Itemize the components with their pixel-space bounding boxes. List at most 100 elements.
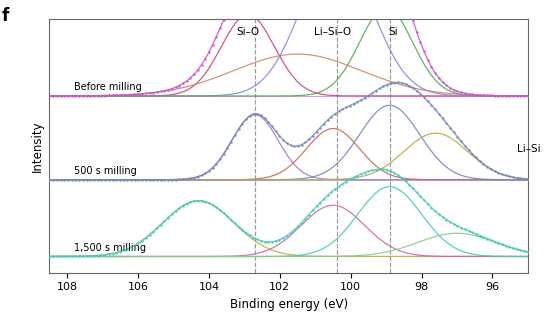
- Point: [220, 17, 228, 22]
- Point: [175, 206, 184, 211]
- Point: [100, 177, 109, 182]
- Point: [501, 93, 510, 98]
- Point: [490, 239, 499, 244]
- Point: [457, 225, 466, 230]
- Point: [186, 199, 195, 204]
- Point: [364, 93, 373, 98]
- Point: [512, 93, 521, 98]
- Point: [412, 29, 421, 34]
- Point: [323, 117, 332, 122]
- Point: [446, 125, 455, 130]
- Point: [234, 224, 243, 229]
- Point: [167, 212, 176, 217]
- Text: Li–Si–O: Li–Si–O: [315, 27, 351, 37]
- Point: [89, 177, 98, 182]
- Point: [301, 140, 310, 145]
- Point: [405, 182, 413, 187]
- Point: [115, 249, 124, 254]
- Point: [449, 221, 458, 226]
- Point: [408, 85, 417, 90]
- Point: [119, 177, 128, 182]
- Point: [524, 93, 533, 99]
- Point: [201, 171, 210, 176]
- Point: [178, 81, 187, 86]
- Point: [227, 1, 236, 6]
- Point: [334, 184, 343, 189]
- Point: [256, 113, 265, 118]
- Point: [334, 109, 343, 114]
- Point: [145, 91, 154, 96]
- Point: [245, 113, 254, 118]
- Point: [64, 177, 72, 182]
- Point: [442, 121, 451, 126]
- Point: [449, 87, 458, 92]
- Point: [390, 80, 399, 85]
- Point: [323, 193, 332, 198]
- Point: [330, 187, 339, 192]
- Point: [190, 72, 199, 77]
- Point: [100, 93, 109, 98]
- Point: [153, 226, 161, 231]
- Point: [401, 81, 410, 86]
- Point: [419, 198, 428, 203]
- Point: [231, 221, 239, 226]
- Point: [305, 212, 313, 217]
- Point: [267, 239, 276, 244]
- Point: [216, 156, 225, 162]
- Point: [286, 230, 295, 235]
- Point: [520, 93, 529, 99]
- Point: [164, 215, 172, 220]
- Point: [457, 139, 466, 144]
- Point: [193, 174, 202, 179]
- Point: [112, 93, 121, 98]
- Point: [123, 246, 132, 252]
- Point: [320, 196, 328, 201]
- Point: [524, 250, 533, 255]
- Point: [93, 253, 102, 258]
- Point: [486, 93, 495, 98]
- Point: [338, 181, 347, 186]
- Point: [316, 125, 324, 130]
- Point: [516, 248, 525, 253]
- Point: [483, 164, 491, 169]
- Point: [100, 252, 109, 257]
- Point: [479, 161, 488, 166]
- Point: [205, 201, 214, 206]
- Point: [231, 133, 239, 138]
- Point: [468, 230, 477, 235]
- Point: [71, 177, 80, 182]
- Point: [156, 89, 165, 94]
- Point: [145, 232, 154, 237]
- Point: [186, 75, 195, 80]
- Point: [438, 80, 447, 85]
- Point: [127, 245, 136, 250]
- Point: [468, 92, 477, 97]
- Point: [342, 179, 351, 184]
- Point: [190, 198, 199, 204]
- Point: [264, 119, 273, 124]
- Point: [431, 70, 440, 75]
- Point: [175, 177, 184, 182]
- Point: [524, 176, 533, 182]
- Point: [509, 245, 518, 251]
- Point: [453, 134, 462, 139]
- Point: [505, 174, 514, 179]
- Point: [408, 18, 417, 23]
- Point: [438, 116, 447, 121]
- Point: [149, 229, 158, 234]
- Point: [93, 93, 102, 98]
- Point: [427, 103, 436, 108]
- Point: [416, 91, 425, 96]
- Point: [464, 147, 473, 152]
- Point: [427, 205, 436, 210]
- Point: [82, 177, 91, 182]
- Point: [156, 177, 165, 182]
- Point: [134, 92, 143, 97]
- Point: [212, 34, 221, 39]
- Point: [227, 217, 236, 222]
- Point: [364, 169, 373, 174]
- Point: [178, 203, 187, 208]
- Point: [468, 151, 477, 156]
- Point: [379, 84, 388, 89]
- Point: [56, 254, 65, 259]
